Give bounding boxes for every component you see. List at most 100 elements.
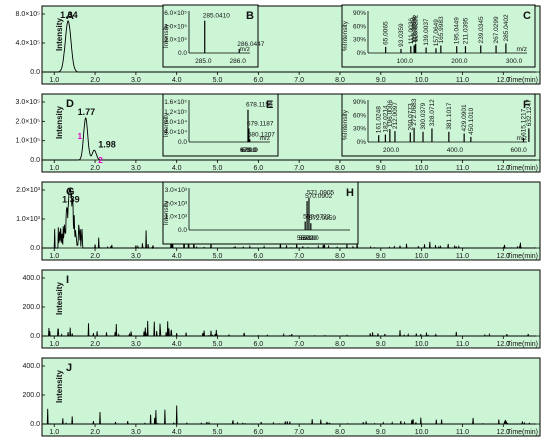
- inset-letter: H: [346, 187, 354, 199]
- inset-E: E 1.6×10⁵ 1.2×10⁵ 8.0×10⁴ 4.0×10⁴ 0.0 Intensit…: [162, 93, 279, 157]
- inset-x-tick: 570.0: [299, 235, 316, 242]
- x-tick-label: 6.0: [253, 253, 263, 260]
- panel-J: 1.0 2.0 3.0 4.0 5.0 6.0 7.0 8.0 9.0 10.0 11.0 12.0T…: [22, 357, 541, 437]
- x-axis-label: Time(min): [507, 253, 538, 260]
- inset-x-tick: 569.0: [297, 235, 314, 242]
- y-tick-label: 2.0×10⁵: [15, 118, 40, 125]
- x-tick-label: 10.0: [415, 429, 429, 436]
- y-tick-label: 0.0: [30, 421, 40, 428]
- inset-y-tick: 90%: [353, 99, 366, 106]
- x-tick-label: 5.0: [213, 77, 223, 84]
- inset-C: C 90% 60% 30% 0% %Intensity 100.0 200.0 300.0 m/z…: [341, 4, 536, 68]
- y-tick-label: 200.0: [22, 304, 40, 311]
- inset-y-tick: 30%: [353, 126, 366, 133]
- x-tick-label: 1.0: [49, 341, 59, 348]
- x-tick-label: 2.0: [90, 253, 100, 260]
- inset-bar-label: 165.9983: [438, 16, 445, 43]
- inset-y-label: %Intensity: [342, 20, 349, 51]
- inset-y-tick: 1.2×10⁵: [164, 109, 187, 116]
- x-tick-label: 8.0: [335, 341, 345, 348]
- inset-bar-label: 65.0065: [383, 21, 390, 45]
- y-tick-label: 4.0×10⁵: [15, 40, 40, 47]
- inset-bar-label: 239.0345: [478, 16, 485, 43]
- inset-y-tick: 2.0×10⁵: [164, 37, 187, 44]
- x-axis-label: Time(min): [507, 429, 538, 436]
- y-tick-label: 0.0: [30, 157, 40, 164]
- panel-letter: I: [66, 274, 69, 286]
- inset-F: F 90% 60% 30% 0% %Intensity 200.0 400.0 600.0 m/z…: [341, 93, 536, 157]
- y-axis-label: Intensity: [55, 282, 64, 315]
- x-tick-label: 11.0: [456, 253, 469, 260]
- x-axis-label: Time(min): [507, 341, 538, 348]
- inset-x-tick: 100.0: [397, 58, 414, 65]
- x-tick-label: 8.0: [335, 77, 345, 84]
- inset-H: H3.0×10³2.0×10³1.0×10³0.0Intensity569.05…: [162, 181, 359, 245]
- inset-letter: E: [266, 99, 273, 111]
- x-tick-label: 4.0: [172, 253, 182, 260]
- x-tick-label: 7.0: [294, 341, 304, 348]
- x-tick-label: 9.0: [376, 165, 386, 172]
- peak-marker: 2: [98, 156, 103, 165]
- x-tick-label: 10.0: [415, 77, 429, 84]
- inset-letter: F: [523, 99, 530, 111]
- inset-y-tick: 8.0×10⁴: [164, 119, 187, 126]
- inset-bar-label: 286.0447: [237, 41, 264, 48]
- inset-y-tick: 0.0: [178, 50, 187, 57]
- panel-frame: [41, 357, 541, 437]
- x-tick-label: 1.0: [49, 77, 59, 84]
- inset-y-tick: 60%: [353, 23, 366, 30]
- inset-frame: [162, 181, 359, 245]
- panel-A: 1.0 2.0 3.0 4.0 5.0 6.0 7.0 8.0 9.0 10.0 11.0 12.0T…: [15, 4, 541, 85]
- x-tick-label: 8.0: [335, 253, 345, 260]
- inset-y-label: Intensity: [163, 200, 170, 225]
- inset-bar-label: 450.1010: [468, 107, 475, 134]
- y-tick-label: 400.0: [22, 275, 40, 282]
- inset-bar-label: 211.0395: [462, 17, 469, 44]
- peak-marker: 1: [78, 132, 83, 141]
- x-tick-label: 2.0: [90, 165, 100, 172]
- x-tick-label: 11.0: [456, 341, 469, 348]
- x-tick-label: 6.0: [253, 165, 263, 172]
- x-tick-label: 6.0: [253, 341, 263, 348]
- inset-bar-label: 182.0214: [382, 105, 389, 132]
- inset-frame: [341, 4, 536, 68]
- y-axis-label: Intensity: [55, 106, 64, 139]
- inset-x-tick: 571.0: [301, 235, 318, 242]
- x-tick-label: 3.0: [131, 429, 141, 436]
- inset-x-tick: 680.0: [242, 147, 259, 154]
- x-tick-label: 7.0: [294, 77, 304, 84]
- inset-y-tick: 60%: [353, 112, 366, 119]
- inset-bar-label: 285.0402: [503, 14, 510, 41]
- y-tick-label: 1.0×10³: [16, 216, 41, 223]
- x-tick-label: 11.0: [456, 429, 469, 436]
- x-tick-label: 6.0: [253, 429, 263, 436]
- inset-bar-label: 212.0097: [392, 102, 399, 129]
- x-tick-label: 3.0: [131, 253, 141, 260]
- inset-y-tick: 0%: [357, 139, 367, 146]
- inset-bar-label: 679.1187: [247, 120, 274, 127]
- y-tick-label: 8.0×10⁵: [15, 11, 40, 18]
- inset-bar-label: 117.0354: [411, 17, 418, 44]
- inset-bar-label: 678.1156: [246, 102, 273, 109]
- inset-bar-label: 429.0901: [461, 104, 468, 131]
- inset-bar-label: 119.0504: [412, 15, 419, 42]
- x-tick-label: 7.0: [294, 165, 304, 172]
- inset-bar-label: 93.0359: [398, 23, 405, 47]
- inset-bar-label: 680.1207: [248, 131, 275, 138]
- y-axis-label: Intensity: [55, 18, 64, 51]
- x-tick-label: 3.0: [131, 341, 141, 348]
- inset-x-label: m/z: [517, 135, 527, 142]
- inset-bar-label: 570.0902: [305, 193, 332, 200]
- y-tick-label: 400.0: [22, 363, 40, 370]
- x-tick-label: 7.0: [294, 253, 304, 260]
- inset-bar-label: 272.0683: [411, 98, 418, 125]
- panel-D: 1.0 2.0 3.0 4.0 5.0 6.0 7.0 8.0 9.0 10.0 11.0 12.0T…: [15, 93, 541, 173]
- x-tick-label: 2.0: [90, 429, 100, 436]
- inset-y-tick: 2.0×10³: [165, 200, 188, 207]
- inset-bar-label: 572.0959: [309, 215, 336, 222]
- x-tick-label: 12.0: [496, 429, 510, 436]
- x-tick-label: 2.0: [90, 77, 100, 84]
- y-tick-label: 200.0: [22, 392, 40, 399]
- x-tick-label: 12.0: [496, 341, 510, 348]
- inset-y-tick: 0.0: [178, 139, 187, 146]
